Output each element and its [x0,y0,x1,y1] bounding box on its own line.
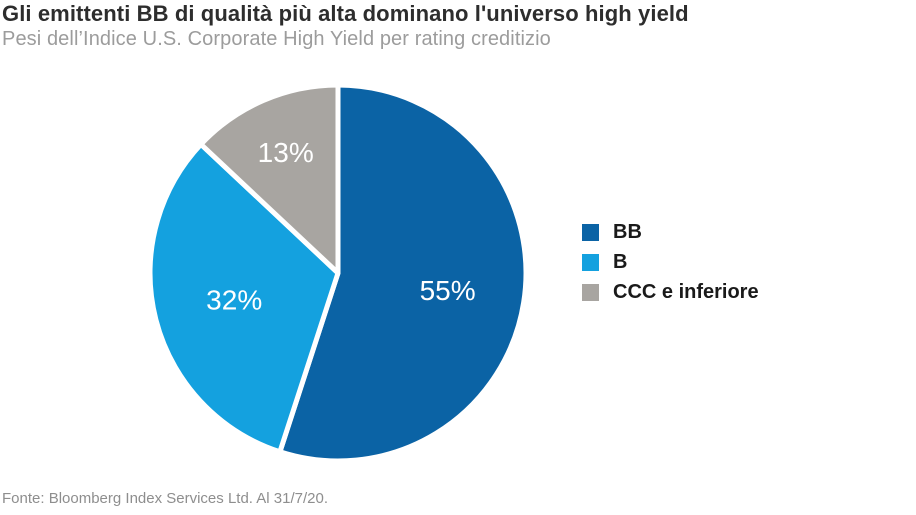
legend-label-b: B [613,251,628,273]
legend-item-ccc-e-inferiore: CCC e inferiore [582,282,759,302]
legend-swatch-ccc-e-inferiore [582,283,599,301]
pie-slice-bb [277,82,529,464]
chart-subtitle: Pesi dell’Indice U.S. Corporate High Yie… [2,28,551,50]
pie-slice-b [147,141,341,455]
source-note: Fonte: Bloomberg Index Services Ltd. Al … [2,490,329,507]
legend-label-bb: BB [613,221,642,243]
legend: BB B CCC e inferiore [582,222,759,302]
legend-item-bb: BB [582,222,759,242]
pie-slice-value-label: 55% [420,275,476,306]
pie-slice-ccc-e-inferiore [198,82,341,276]
legend-label-ccc-e-inferiore: CCC e inferiore [613,281,759,303]
chart-title: Gli emittenti BB di qualità più alta dom… [2,1,689,26]
legend-swatch-bb [582,223,599,241]
pie-slice-value-label: 32% [206,284,262,315]
legend-swatch-b [582,253,599,271]
pie-chart: 55% 32% 13% [147,82,529,464]
legend-item-b: B [582,252,759,272]
pie-slice-value-label: 13% [258,137,314,168]
